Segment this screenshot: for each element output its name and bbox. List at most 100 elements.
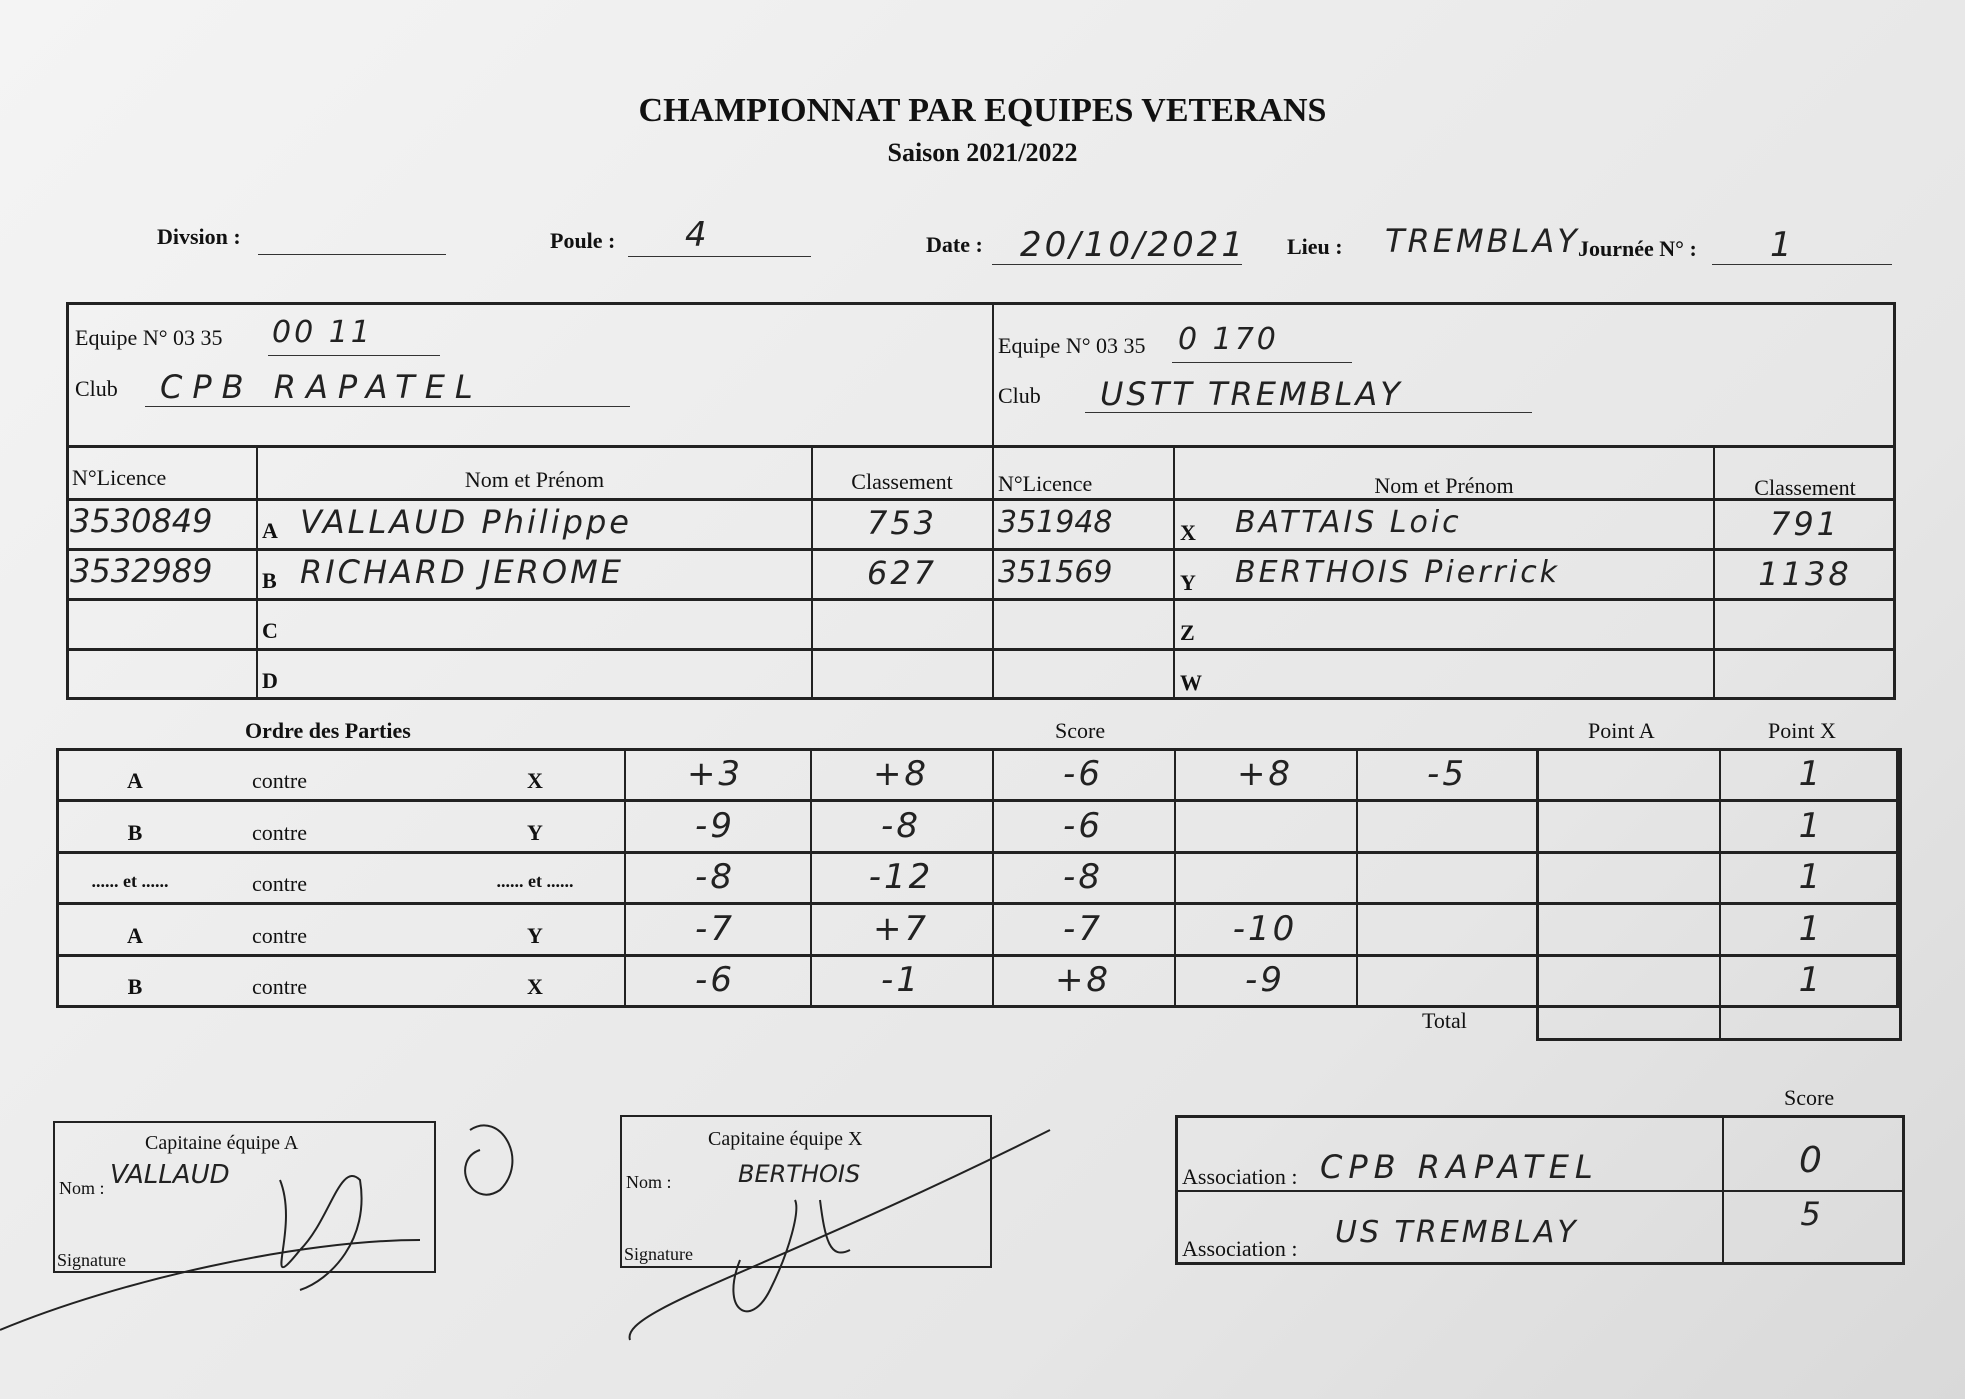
association-name: US TREMBLAY [1335,1215,1579,1250]
captain-a-nom-value: VALLAUD [110,1160,230,1190]
set-score: +8 [872,754,930,794]
col-classement-a: Classement [851,469,953,494]
poule-label: Poule : [550,228,616,253]
partie-left: ...... et ...... [91,871,169,891]
association-score: 0 [1799,1140,1825,1181]
team-x-equipe-value: 0 170 [1178,322,1279,357]
col-nom-a: Nom et Prénom [464,467,605,492]
captain-x-signature-label: Signature [624,1244,693,1264]
captain-a-box [53,1121,436,1273]
player-letter: W [1180,670,1202,695]
division-label: Divsion : [157,224,241,249]
partie-contre: contre [252,819,307,845]
player-letter: B [262,568,277,593]
partie-left: A [127,768,143,793]
player-name: BERTHOIS Pierrick [1235,555,1561,590]
classement: 627 [866,554,938,592]
point-x-label: Point X [1768,718,1836,743]
partie-right: X [527,768,543,793]
licence: 351569 [998,555,1113,590]
player-letter: Z [1180,620,1195,645]
point-x: 1 [1798,960,1824,1000]
set-score: -9 [1245,960,1285,1000]
set-score: -1 [881,960,921,1000]
date-label: Date : [926,232,983,257]
captain-a-signature [0,1124,514,1331]
team-x-club-value: USTT TREMBLAY [1100,375,1403,413]
set-score: +8 [1054,960,1112,1000]
partie-right: Y [527,922,543,948]
partie-contre: contre [252,768,307,793]
set-score: -6 [1063,754,1103,794]
association-name: CPB RAPATEL [1320,1148,1599,1186]
team-x-club-label: Club [998,383,1041,408]
player-letter: D [262,668,278,693]
lieu-label: Lieu : [1287,234,1343,259]
partie-contre: contre [252,922,307,948]
partie-left: B [127,819,143,845]
team-a-club-label: Club [75,376,118,401]
licence: 3532989 [70,552,213,590]
set-score: -6 [1063,805,1103,846]
partie-left: B [127,974,143,999]
poule-value: 4 [685,215,710,255]
partie-right: Y [527,819,543,845]
set-score: -8 [1063,857,1103,897]
licence: 351948 [998,505,1113,540]
team-a-equipe-label: Equipe N° 03 35 [75,325,223,350]
classement: 791 [1769,505,1841,543]
point-x: 1 [1798,805,1824,846]
set-score: -9 [695,805,735,846]
team-x-equipe-label: Equipe N° 03 35 [998,333,1146,358]
point-x: 1 [1798,857,1824,897]
set-score: -8 [695,857,735,897]
captain-x-title: Capitaine équipe X [708,1128,863,1150]
set-score: -12 [868,857,934,897]
player-letter: X [1180,520,1196,545]
journee-label: Journée N° : [1578,236,1697,261]
classement: 1138 [1758,555,1852,593]
point-x: 1 [1798,908,1824,949]
partie-right: ...... et ...... [496,871,574,891]
result-score-label: Score [1784,1085,1835,1110]
association-label: Association : [1182,1164,1298,1189]
date-value: 20/10/2021 [1020,225,1246,265]
page-subtitle: Saison 2021/2022 [887,138,1078,167]
col-licence-a: N°Licence [72,465,167,490]
point-a-label: Point A [1588,718,1655,743]
partie-contre: contre [252,974,307,999]
player-name: BATTAIS Loic [1235,505,1462,540]
set-score: -10 [1232,908,1298,949]
licence: 3530849 [70,502,213,540]
ordre-label: Ordre des Parties [245,718,411,743]
set-score: -5 [1427,754,1467,794]
captain-x-nom-value: BERTHOIS [738,1160,861,1188]
journee-value: 1 [1770,225,1795,265]
set-score: +8 [1236,754,1294,794]
captain-x-box [620,1115,992,1268]
set-score: -6 [695,960,735,1000]
team-a-club-value: CPB RAPATEL [160,368,483,406]
partie-contre: contre [252,871,307,896]
player-letter: Y [1180,570,1196,595]
player-name: RICHARD JEROME [300,553,624,591]
classement: 753 [866,504,938,542]
set-score: -7 [695,908,735,949]
lieu-value: TREMBLAY [1385,222,1580,260]
col-nom-x: Nom et Prénom [1374,473,1514,498]
parties-table [56,748,1899,1008]
captain-a-nom-label: Nom : [59,1178,105,1198]
captain-a-signature-label: Signature [57,1250,126,1270]
player-letter: C [262,618,278,643]
set-score: +7 [872,908,930,949]
captain-a-title: Capitaine équipe A [145,1132,299,1154]
page-title: CHAMPIONNAT PAR EQUIPES VETERANS [638,92,1327,129]
set-score: -7 [1063,908,1103,949]
team-a-equipe-value: 00 11 [272,315,373,350]
score-label: Score [1055,718,1106,743]
set-score: -8 [881,805,921,846]
player-name: VALLAUD Philippe [300,503,632,541]
total-label: Total [1422,1008,1467,1033]
captain-x-signature [628,1129,1051,1341]
